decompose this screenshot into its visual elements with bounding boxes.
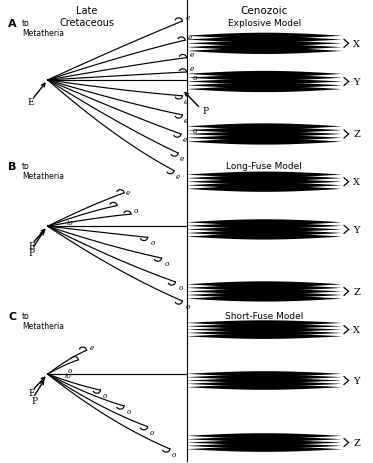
Text: o: o <box>164 259 169 268</box>
Polygon shape <box>186 444 342 448</box>
Polygon shape <box>186 437 342 442</box>
Polygon shape <box>186 87 342 93</box>
Polygon shape <box>186 132 342 137</box>
Polygon shape <box>186 80 342 85</box>
Polygon shape <box>186 187 342 193</box>
Text: o: o <box>193 126 198 134</box>
Text: to
Metatheria: to Metatheria <box>22 19 64 38</box>
Polygon shape <box>186 38 342 43</box>
Polygon shape <box>186 328 342 332</box>
Polygon shape <box>186 289 342 294</box>
Text: B: B <box>8 162 16 172</box>
Polygon shape <box>186 320 342 326</box>
Text: P: P <box>203 107 209 116</box>
Text: e: e <box>180 155 184 163</box>
Text: Z: Z <box>353 288 360 296</box>
Polygon shape <box>186 382 342 387</box>
Text: X: X <box>353 178 360 187</box>
Text: A: A <box>8 19 17 29</box>
Text: o: o <box>178 283 183 291</box>
Polygon shape <box>186 176 342 181</box>
Polygon shape <box>186 334 342 339</box>
Text: o: o <box>134 206 138 214</box>
Text: o: o <box>68 366 72 374</box>
Text: Y: Y <box>353 225 360 234</box>
Text: Long-Fuse Model: Long-Fuse Model <box>226 162 302 171</box>
Text: E: E <box>27 98 34 106</box>
Text: Late
Cretaceous: Late Cretaceous <box>59 6 114 28</box>
Text: o: o <box>151 239 155 247</box>
Polygon shape <box>186 375 342 380</box>
Text: io: io <box>64 371 71 379</box>
Text: e: e <box>189 65 194 73</box>
Text: e: e <box>184 117 188 125</box>
Polygon shape <box>186 296 342 302</box>
Polygon shape <box>186 234 342 240</box>
Polygon shape <box>186 124 342 130</box>
Text: Z: Z <box>353 130 360 139</box>
Polygon shape <box>186 433 342 438</box>
Text: o: o <box>193 74 198 82</box>
Polygon shape <box>186 282 342 288</box>
Text: o: o <box>172 450 176 458</box>
Polygon shape <box>186 49 342 55</box>
Text: X: X <box>353 40 360 49</box>
Text: Y: Y <box>353 376 360 385</box>
Text: e: e <box>184 98 188 106</box>
Polygon shape <box>186 220 342 226</box>
Polygon shape <box>186 293 342 298</box>
Text: Explosive Model: Explosive Model <box>228 19 301 28</box>
Text: X: X <box>353 325 360 334</box>
Text: C: C <box>8 311 16 321</box>
Polygon shape <box>186 34 342 40</box>
Polygon shape <box>186 378 342 383</box>
Polygon shape <box>186 331 342 336</box>
Polygon shape <box>186 128 342 134</box>
Text: io: io <box>66 219 73 227</box>
Text: e: e <box>176 172 180 180</box>
Polygon shape <box>186 76 342 81</box>
Polygon shape <box>186 447 342 452</box>
Text: P: P <box>31 396 37 405</box>
Text: e: e <box>185 14 189 22</box>
Text: Y: Y <box>353 78 360 87</box>
Polygon shape <box>186 45 342 51</box>
Text: Z: Z <box>353 438 360 447</box>
Text: Short-Fuse Model: Short-Fuse Model <box>225 311 303 320</box>
Polygon shape <box>186 440 342 445</box>
Text: e: e <box>183 136 187 144</box>
Polygon shape <box>186 324 342 329</box>
Polygon shape <box>186 371 342 376</box>
Text: Cenozoic: Cenozoic <box>241 6 288 16</box>
Polygon shape <box>186 42 342 47</box>
Polygon shape <box>186 180 342 185</box>
Text: e: e <box>89 344 94 351</box>
Text: o: o <box>185 302 190 310</box>
Polygon shape <box>186 183 342 188</box>
Polygon shape <box>186 136 342 141</box>
Text: e: e <box>125 189 130 197</box>
Polygon shape <box>186 172 342 178</box>
Polygon shape <box>186 139 342 145</box>
Polygon shape <box>186 83 342 89</box>
Text: o: o <box>150 428 154 436</box>
Polygon shape <box>186 385 342 390</box>
Polygon shape <box>186 231 342 236</box>
Text: P: P <box>28 248 35 257</box>
Polygon shape <box>186 286 342 291</box>
Text: E: E <box>28 242 35 251</box>
Polygon shape <box>186 224 342 229</box>
Text: to
Metatheria: to Metatheria <box>22 162 64 181</box>
Text: e: e <box>189 51 194 59</box>
Polygon shape <box>186 72 342 78</box>
Text: o: o <box>126 407 131 415</box>
Polygon shape <box>186 227 342 232</box>
Text: to
Metatheria: to Metatheria <box>22 311 64 330</box>
Text: E: E <box>28 388 35 398</box>
Text: e: e <box>188 33 192 42</box>
Text: o: o <box>103 391 107 399</box>
